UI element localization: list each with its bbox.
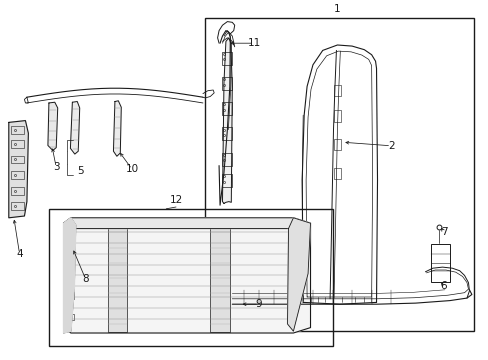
Bar bbox=[333, 168, 341, 179]
Bar bbox=[65, 314, 74, 320]
Polygon shape bbox=[287, 218, 310, 331]
Bar bbox=[221, 77, 232, 90]
Polygon shape bbox=[222, 38, 232, 203]
Bar bbox=[221, 102, 232, 115]
Bar bbox=[210, 226, 229, 332]
Bar bbox=[49, 209, 332, 346]
Bar bbox=[65, 249, 74, 256]
Bar bbox=[333, 85, 341, 96]
Polygon shape bbox=[63, 218, 76, 333]
Bar bbox=[333, 139, 341, 150]
Bar bbox=[221, 52, 232, 65]
Polygon shape bbox=[63, 218, 310, 229]
Text: 9: 9 bbox=[255, 299, 262, 309]
Bar bbox=[205, 18, 473, 331]
Bar bbox=[11, 187, 24, 195]
Bar bbox=[11, 202, 24, 210]
Text: 10: 10 bbox=[125, 164, 138, 174]
Bar bbox=[333, 110, 341, 122]
Bar bbox=[11, 171, 24, 179]
Bar bbox=[221, 127, 232, 140]
Bar bbox=[221, 174, 232, 187]
Polygon shape bbox=[63, 218, 310, 333]
Text: 6: 6 bbox=[440, 281, 447, 291]
Bar bbox=[65, 267, 74, 274]
Bar bbox=[430, 244, 449, 282]
Bar bbox=[11, 140, 24, 148]
Text: 1: 1 bbox=[333, 4, 340, 14]
Text: 7: 7 bbox=[440, 227, 447, 237]
Text: 12: 12 bbox=[169, 195, 183, 205]
Bar bbox=[221, 153, 232, 166]
Text: 2: 2 bbox=[387, 141, 394, 151]
Text: 8: 8 bbox=[82, 274, 89, 284]
Text: 5: 5 bbox=[77, 166, 84, 176]
Text: 4: 4 bbox=[16, 249, 23, 259]
Bar bbox=[11, 156, 24, 163]
Text: 11: 11 bbox=[247, 38, 261, 48]
Bar bbox=[65, 231, 74, 238]
Bar bbox=[11, 126, 24, 134]
Polygon shape bbox=[9, 121, 28, 218]
Text: 3: 3 bbox=[53, 162, 60, 172]
Polygon shape bbox=[113, 101, 121, 156]
Polygon shape bbox=[48, 102, 58, 150]
Polygon shape bbox=[70, 102, 80, 154]
Bar bbox=[107, 226, 127, 332]
Bar bbox=[65, 292, 74, 299]
